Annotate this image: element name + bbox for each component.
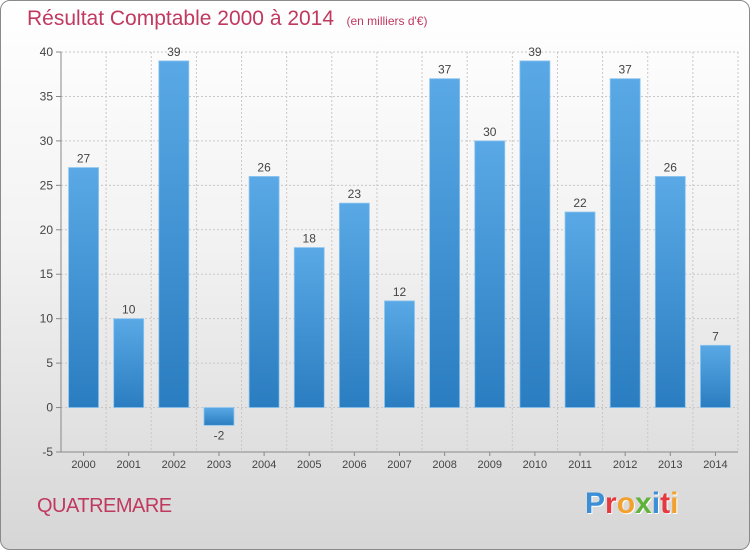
bar — [113, 318, 145, 408]
data-label: 12 — [393, 285, 407, 299]
y-tick-label: -5 — [42, 445, 53, 459]
chart-title: Résultat Comptable 2000 à 2014 — [27, 7, 335, 30]
x-tick-label: 2002 — [162, 459, 186, 471]
data-label: 37 — [438, 63, 452, 77]
x-tick-label: 2004 — [252, 459, 276, 471]
y-tick-label: 5 — [46, 356, 53, 370]
logo-letter: i — [651, 487, 661, 520]
data-label: -2 — [214, 428, 225, 442]
data-label: 7 — [712, 329, 719, 343]
y-tick-label: 10 — [40, 312, 54, 326]
y-tick-label: 35 — [40, 89, 54, 103]
y-tick-label: 15 — [40, 267, 54, 281]
x-tick-label: 2011 — [568, 459, 592, 471]
chart-unit: (en milliers d'€) — [346, 14, 428, 28]
bar — [700, 344, 731, 408]
bar — [384, 300, 415, 408]
y-tick-label: 25 — [40, 178, 54, 192]
bar — [564, 211, 596, 408]
bar — [293, 247, 325, 408]
x-tick-label: 2007 — [387, 459, 411, 471]
bar — [158, 60, 190, 408]
bar — [248, 176, 280, 408]
x-tick-label: 2000 — [71, 459, 95, 471]
data-label: 37 — [618, 63, 632, 77]
data-label: 23 — [348, 187, 362, 201]
x-tick-label: 2013 — [658, 459, 682, 471]
x-tick-label: 2008 — [432, 459, 456, 471]
logo-letter: x — [635, 487, 652, 520]
data-label: 26 — [664, 160, 678, 174]
data-label: 39 — [528, 45, 542, 59]
data-label: 18 — [303, 232, 317, 246]
x-tick-label: 2005 — [297, 459, 321, 471]
data-label: 10 — [122, 303, 136, 317]
x-tick-label: 2012 — [613, 459, 637, 471]
bar — [654, 176, 686, 408]
bar — [519, 60, 551, 408]
x-tick-label: 2010 — [523, 459, 547, 471]
data-label: 22 — [573, 196, 587, 210]
x-tick-label: 2006 — [342, 459, 366, 471]
y-tick-label: 40 — [40, 45, 54, 59]
y-tick-label: 30 — [40, 134, 54, 148]
y-tick-label: 0 — [46, 401, 53, 415]
logo-letter: r — [605, 487, 617, 520]
x-tick-label: 2014 — [703, 459, 727, 471]
x-tick-label: 2009 — [478, 459, 502, 471]
data-label: 26 — [257, 160, 271, 174]
bar — [474, 140, 506, 408]
data-label: 30 — [483, 125, 497, 139]
logo-letter: o — [616, 487, 636, 520]
logo-letter: P — [585, 487, 606, 520]
bar — [338, 202, 370, 408]
bar — [429, 78, 461, 408]
data-label: 27 — [77, 152, 91, 166]
bar — [68, 167, 99, 408]
bar — [609, 78, 641, 408]
data-label: 39 — [167, 45, 181, 59]
proxiti-logo: Proxiti — [585, 487, 678, 521]
x-tick-label: 2003 — [207, 459, 231, 471]
bar — [203, 407, 235, 426]
town-name: QUATREMARE — [37, 495, 172, 517]
y-tick-label: 20 — [40, 223, 54, 237]
logo-letter: t — [660, 487, 671, 520]
x-tick-label: 2001 — [116, 459, 140, 471]
logo-letter: i — [670, 487, 679, 520]
title-row: Résultat Comptable 2000 à 2014 (en milli… — [27, 7, 427, 31]
